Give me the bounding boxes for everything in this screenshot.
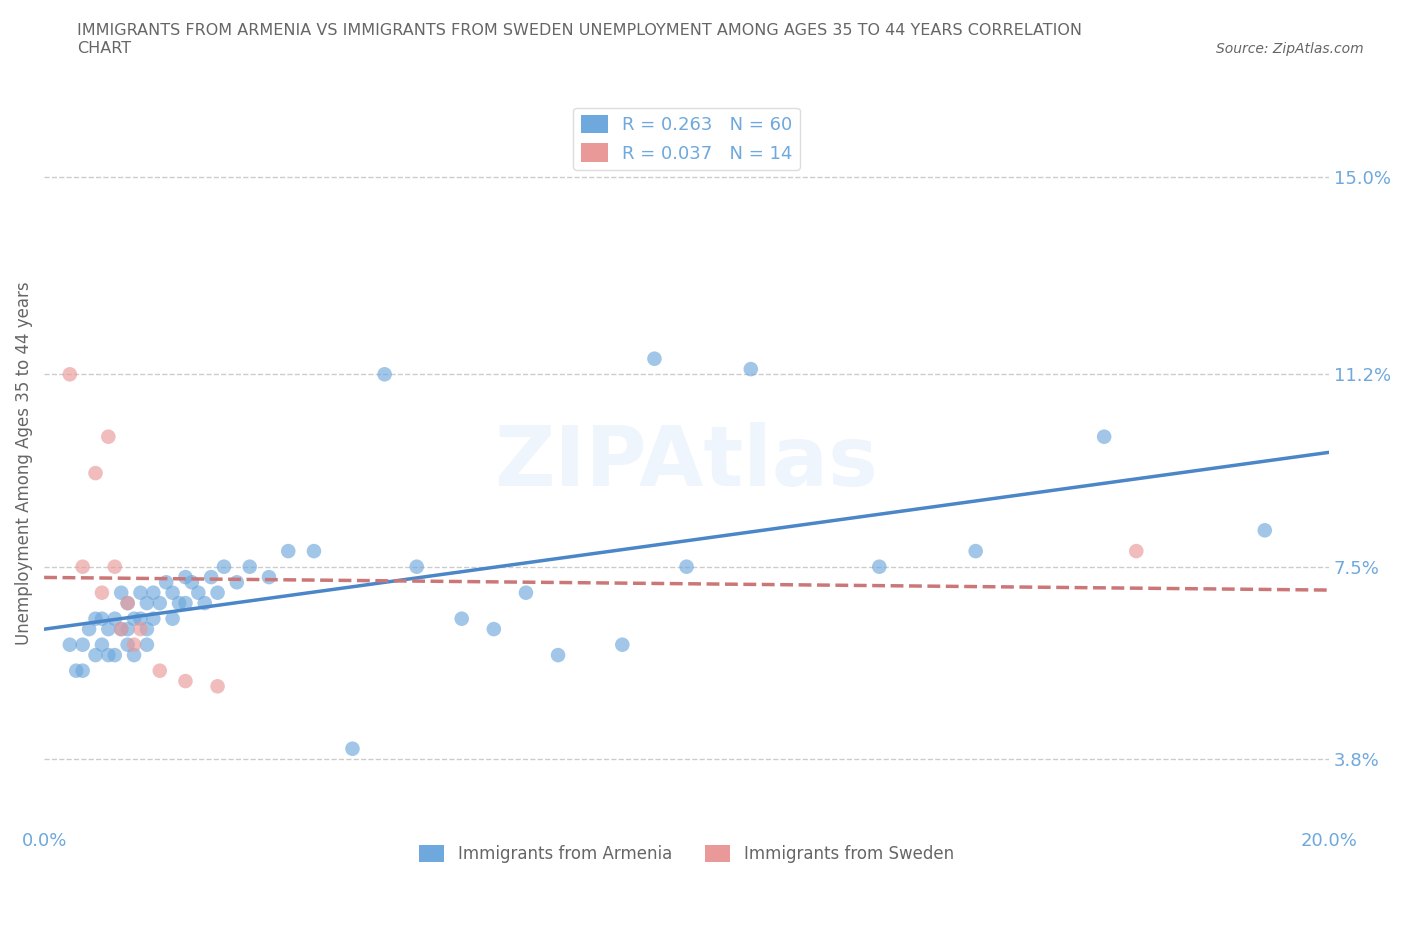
Point [117,595,139,610]
Point [374,366,396,381]
Point [84,466,107,481]
Point [1125,544,1147,559]
Point [59,637,82,652]
Point [612,637,634,652]
Point [450,611,472,626]
Point [149,663,172,678]
Point [212,559,235,574]
Point [194,595,217,610]
Point [129,611,152,626]
Point [84,611,107,626]
Point [965,544,987,559]
Point [174,673,197,688]
Point [239,559,262,574]
Text: IMMIGRANTS FROM ARMENIA VS IMMIGRANTS FROM SWEDEN UNEMPLOYMENT AMONG AGES 35 TO : IMMIGRANTS FROM ARMENIA VS IMMIGRANTS FR… [77,23,1083,56]
Point [200,570,222,585]
Point [142,585,165,600]
Point [104,559,127,574]
Point [72,663,94,678]
Point [162,611,184,626]
Point [643,352,665,366]
Point [59,366,82,381]
Text: Source: ZipAtlas.com: Source: ZipAtlas.com [1216,42,1364,56]
Point [110,621,132,636]
Point [302,544,325,559]
Point [482,621,505,636]
Point [104,611,127,626]
Point [90,611,112,626]
Point [187,585,209,600]
Point [675,559,697,574]
Point [117,595,139,610]
Legend: Immigrants from Armenia, Immigrants from Sweden: Immigrants from Armenia, Immigrants from… [413,838,960,870]
Point [72,559,94,574]
Text: ZIPAtlas: ZIPAtlas [495,422,879,503]
Point [207,585,229,600]
Point [155,575,177,590]
Point [97,430,120,445]
Point [97,647,120,662]
Point [1092,430,1115,445]
Point [547,647,569,662]
Point [110,585,132,600]
Point [135,637,157,652]
Point [129,621,152,636]
Point [117,637,139,652]
Y-axis label: Unemployment Among Ages 35 to 44 years: Unemployment Among Ages 35 to 44 years [15,281,32,644]
Point [740,362,762,377]
Point [72,637,94,652]
Point [515,585,537,600]
Point [122,637,145,652]
Point [117,621,139,636]
Point [97,621,120,636]
Point [129,585,152,600]
Point [90,637,112,652]
Point [135,621,157,636]
Point [167,595,190,610]
Point [65,663,87,678]
Point [142,611,165,626]
Point [104,647,127,662]
Point [277,544,299,559]
Point [84,647,107,662]
Point [1254,523,1277,538]
Point [110,621,132,636]
Point [90,585,112,600]
Point [405,559,427,574]
Point [149,595,172,610]
Point [162,585,184,600]
Point [868,559,890,574]
Point [77,621,100,636]
Point [122,647,145,662]
Point [180,575,202,590]
Point [135,595,157,610]
Point [174,570,197,585]
Point [174,595,197,610]
Point [122,611,145,626]
Point [225,575,247,590]
Point [207,679,229,694]
Point [342,741,364,756]
Point [257,570,280,585]
